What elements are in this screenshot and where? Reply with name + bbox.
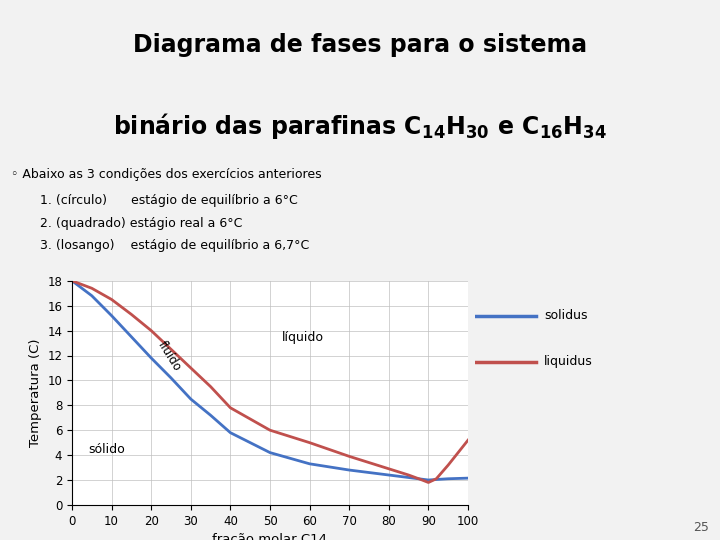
Text: 2. (quadrado) estágio real a 6°C: 2. (quadrado) estágio real a 6°C — [40, 217, 242, 230]
Text: ◦ Abaixo as 3 condições dos exercícios anteriores: ◦ Abaixo as 3 condições dos exercícios a… — [11, 167, 321, 181]
Text: fluído: fluído — [156, 339, 184, 374]
Text: sólido: sólido — [88, 443, 125, 456]
Text: líquido: líquido — [282, 330, 324, 343]
Text: binário das parafinas $\mathregular{C_{14}H_{30}}$ e $\mathregular{C_{16}H_{34}}: binário das parafinas $\mathregular{C_{1… — [113, 111, 607, 141]
Text: solidus: solidus — [544, 309, 588, 322]
Text: Diagrama de fases para o sistema: Diagrama de fases para o sistema — [133, 33, 587, 57]
Text: liquidus: liquidus — [544, 355, 593, 368]
Text: 1. (círculo)      estágio de equilíbrio a 6°C: 1. (círculo) estágio de equilíbrio a 6°C — [40, 194, 297, 207]
X-axis label: fração molar C14: fração molar C14 — [212, 533, 328, 540]
Y-axis label: Temperatura (C): Temperatura (C) — [29, 339, 42, 447]
Text: 3. (losango)    estágio de equilíbrio a 6,7°C: 3. (losango) estágio de equilíbrio a 6,7… — [40, 240, 309, 253]
Text: 25: 25 — [693, 521, 709, 535]
